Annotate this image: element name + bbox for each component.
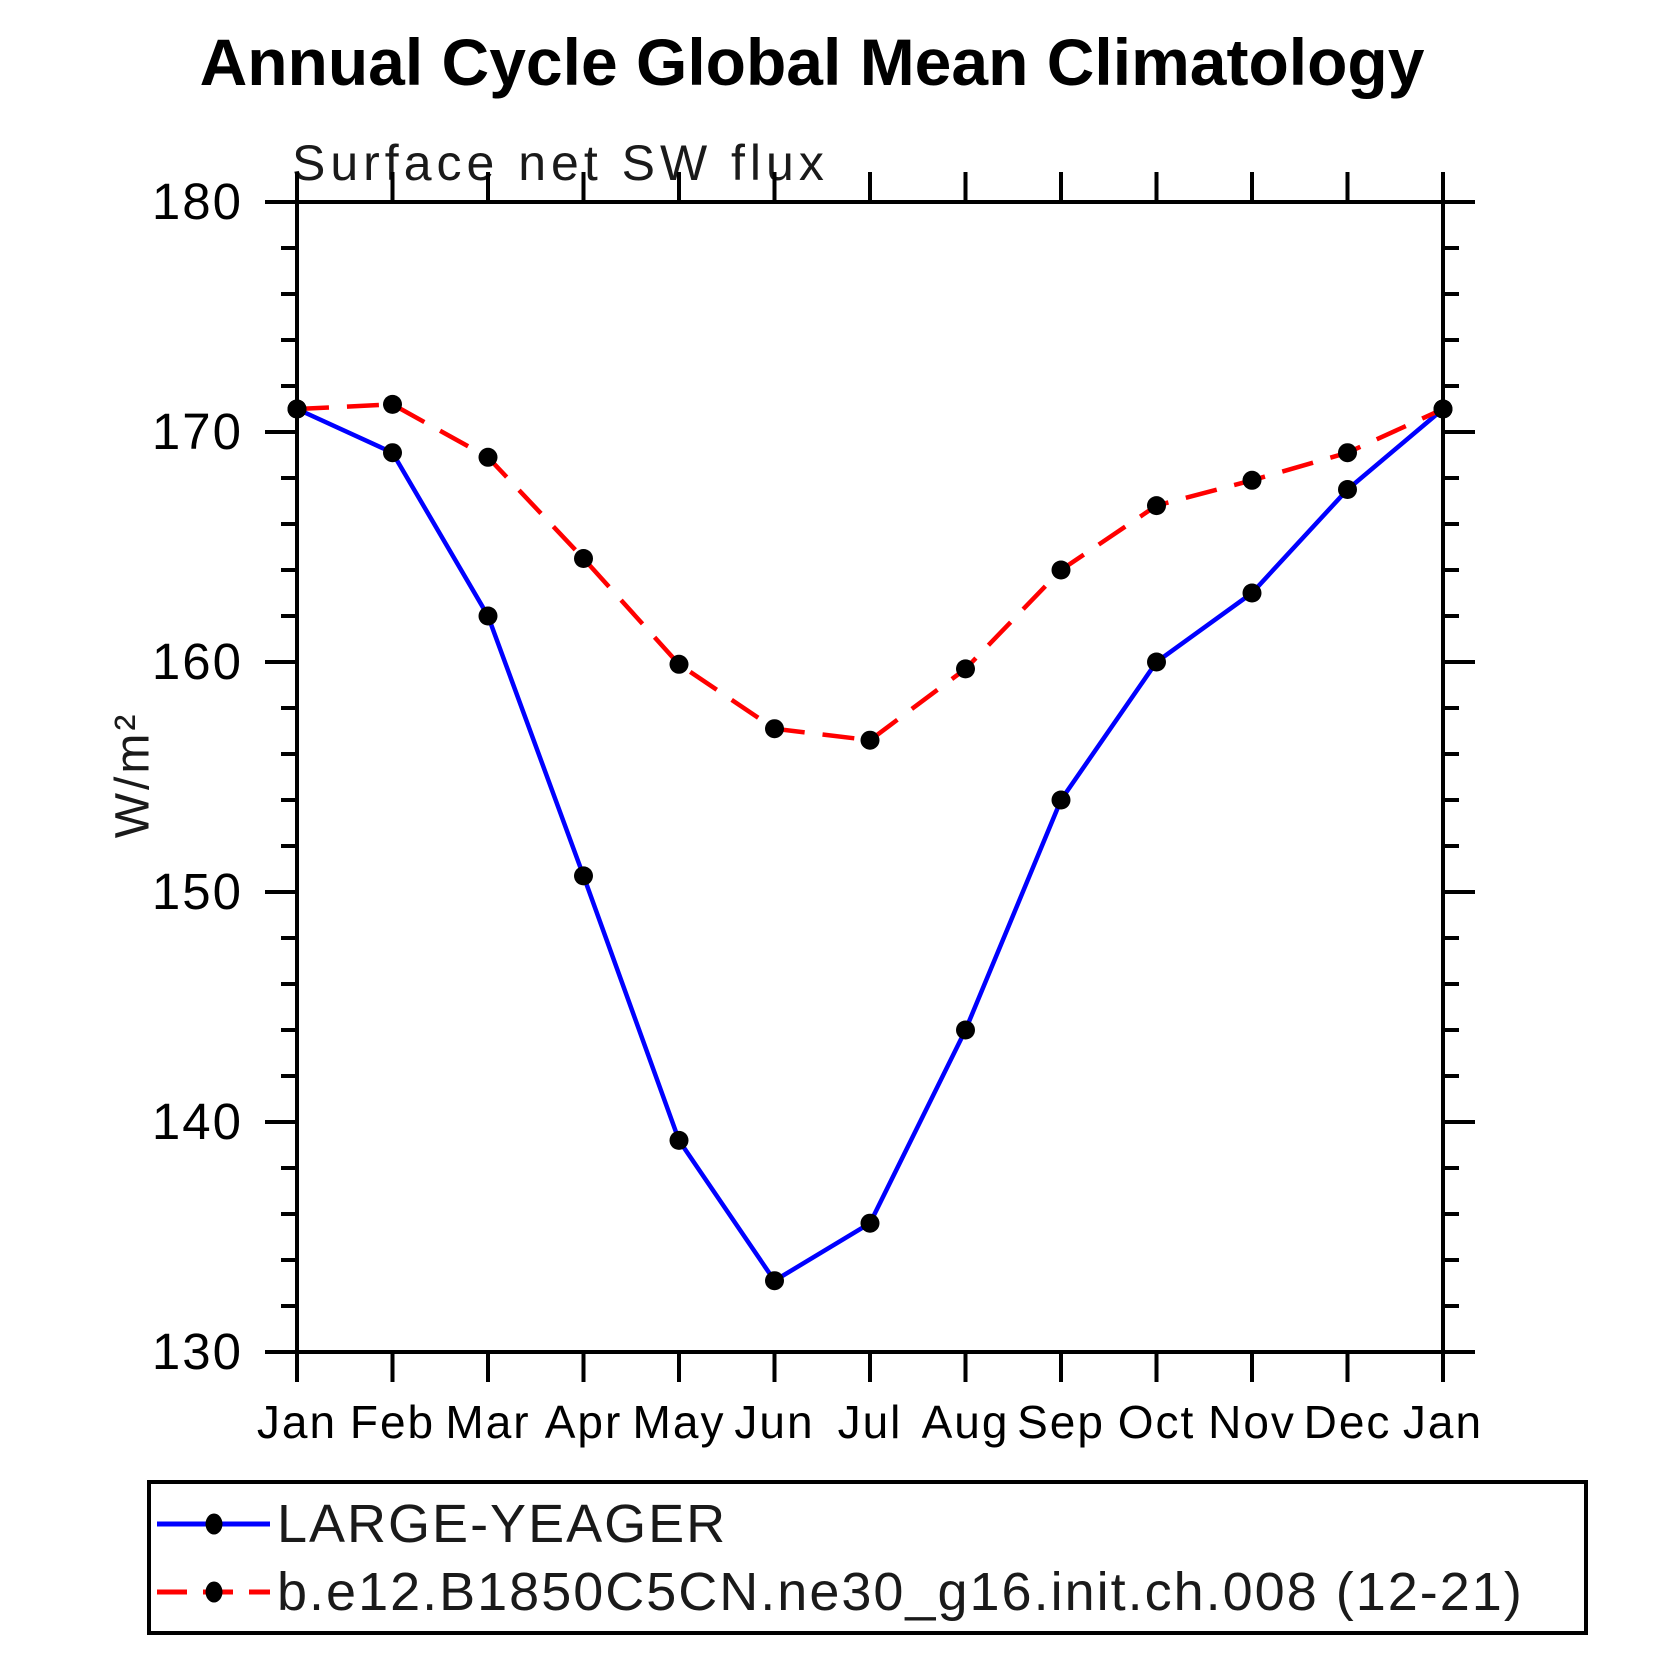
data-point-marker [1433, 399, 1453, 419]
y-tick-label: 160 [152, 633, 243, 690]
y-tick-label: 170 [152, 403, 243, 460]
x-tick-label: Feb [350, 1396, 435, 1448]
y-tick-label: 150 [152, 863, 243, 920]
data-point-marker [1051, 560, 1071, 580]
data-point-marker [1338, 480, 1357, 499]
x-tick-label: Nov [1208, 1396, 1296, 1448]
x-tick-label: Apr [545, 1396, 623, 1448]
x-tick-label: Oct [1118, 1396, 1196, 1448]
data-point-marker [669, 654, 689, 674]
chart-title: Annual Cycle Global Mean Climatology [199, 25, 1425, 99]
data-point-marker [956, 659, 975, 679]
x-tick-label: Aug [922, 1396, 1010, 1448]
data-point-marker [1242, 583, 1262, 603]
legend-item-model-run: b.e12.B1850C5CN.ne30_g16.init.ch.008 (12… [156, 1561, 1584, 1622]
data-point-marker [956, 1020, 975, 1040]
data-point-marker [1242, 470, 1262, 490]
chart-subtitle: Surface net SW flux [292, 135, 829, 191]
data-point-marker [478, 447, 498, 467]
data-point-marker [1147, 496, 1166, 516]
data-point-marker [860, 730, 880, 750]
legend-dot-icon [205, 1581, 223, 1602]
data-point-marker [478, 606, 498, 626]
legend-label-large-yeager: LARGE-YEAGER [277, 1493, 728, 1554]
data-point-marker [765, 1271, 784, 1291]
data-point-marker [574, 866, 593, 886]
data-point-marker [860, 1213, 880, 1233]
data-point-marker [1147, 652, 1166, 672]
data-point-marker [287, 399, 307, 419]
data-point-marker [1051, 790, 1071, 810]
legend: LARGE-YEAGER b.e12.B1850C5CN.ne30_g16.in… [147, 1480, 1588, 1635]
legend-label-model-run: b.e12.B1850C5CN.ne30_g16.init.ch.008 (12… [277, 1561, 1524, 1622]
legend-dot-icon [205, 1513, 223, 1534]
plot-frame [295, 200, 1445, 1354]
series-line-large-yeager [296, 406, 1445, 1284]
x-tick-label: Jan [257, 1396, 337, 1448]
x-tick-label: Jun [734, 1396, 814, 1448]
blue-solid-line-marker-icon [157, 1513, 270, 1534]
y-tick-label: 140 [152, 1093, 243, 1150]
data-point-marker [383, 443, 402, 463]
x-tick-label: Jan [1403, 1396, 1483, 1448]
red-dashed-line-marker-icon [157, 1581, 270, 1602]
y-tick-label: 180 [152, 173, 243, 230]
y-tick-label: 130 [152, 1323, 243, 1380]
data-point-marker [669, 1130, 689, 1150]
data-point-marker [765, 719, 784, 739]
x-tick-label: Sep [1017, 1396, 1105, 1448]
x-tick-label: Jul [838, 1396, 903, 1448]
data-point-marker [1338, 443, 1357, 463]
x-tick-label: May [633, 1396, 726, 1448]
x-tick-label: Mar [445, 1396, 530, 1448]
x-tick-label: Dec [1304, 1396, 1392, 1448]
legend-item-large-yeager: LARGE-YEAGER [156, 1493, 1584, 1554]
data-point-marker [383, 394, 402, 414]
data-point-marker [574, 549, 593, 568]
